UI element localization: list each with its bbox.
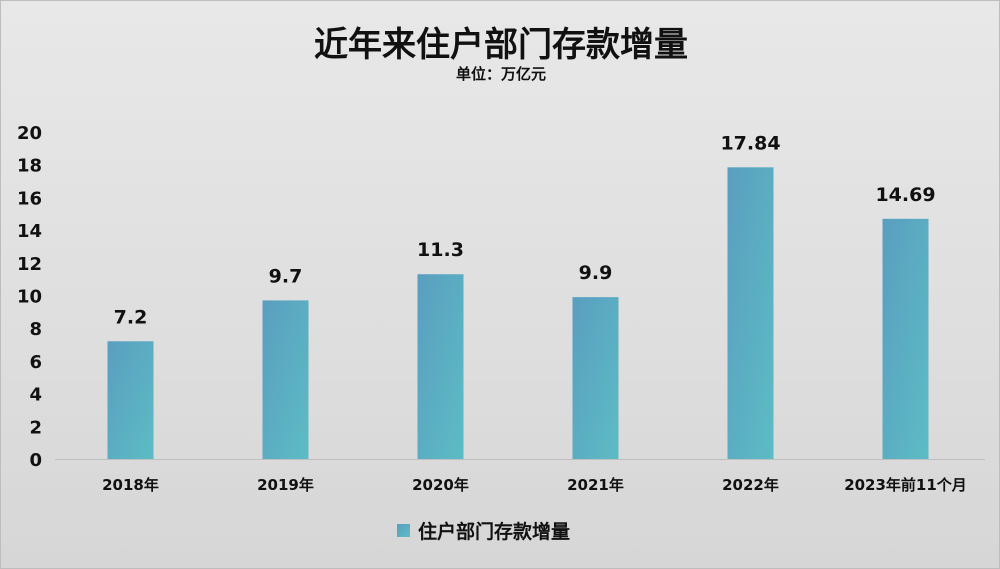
- bar: [727, 167, 774, 460]
- y-tick-label: 16: [17, 188, 42, 209]
- y-tick-label: 2: [29, 417, 42, 438]
- y-tick-label: 0: [29, 450, 42, 471]
- y-tick-label: 14: [17, 221, 42, 242]
- legend: 住户部门存款增量: [397, 520, 570, 543]
- chart-subtitle: 单位：万亿元: [455, 65, 546, 83]
- y-tick-label: 20: [17, 123, 42, 144]
- bar: [572, 297, 619, 459]
- y-tick-label: 10: [17, 287, 42, 308]
- data-label: 14.69: [875, 184, 935, 206]
- chart-title: 近年来住户部门存款增量: [314, 25, 688, 65]
- legend-swatch: [397, 524, 410, 537]
- x-tick-label: 2023年前11个月: [844, 476, 967, 494]
- y-tick-label: 18: [17, 156, 42, 177]
- x-tick-label: 2018年: [102, 476, 159, 494]
- legend-label: 住户部门存款增量: [418, 520, 570, 543]
- y-tick-label: 12: [17, 254, 42, 275]
- y-tick-label: 8: [29, 319, 42, 340]
- data-label: 17.84: [720, 132, 780, 154]
- data-label: 11.3: [417, 239, 464, 261]
- x-tick-label: 2020年: [412, 476, 469, 494]
- bar: [417, 274, 464, 459]
- data-label: 9.9: [579, 262, 613, 284]
- y-tick-label: 6: [29, 352, 42, 373]
- x-tick-label: 2019年: [257, 476, 314, 494]
- y-tick-label: 4: [29, 385, 42, 406]
- bar: [262, 300, 309, 459]
- bar: [107, 341, 154, 459]
- data-label: 7.2: [114, 306, 148, 328]
- bar: [882, 218, 929, 459]
- x-tick-label: 2022年: [722, 476, 779, 494]
- x-tick-label: 2021年: [567, 476, 624, 494]
- data-label: 9.7: [269, 265, 303, 287]
